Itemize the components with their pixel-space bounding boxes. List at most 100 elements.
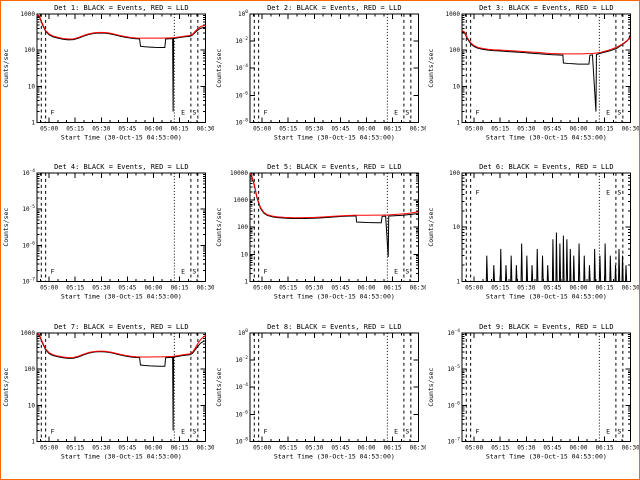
x-axis-title: Start Time (30-Oct-15 04:53:00) <box>274 133 395 141</box>
series-lld <box>249 173 419 219</box>
plot-box <box>36 172 207 283</box>
plot-box <box>249 332 419 442</box>
flag-letter-e: E <box>394 268 398 276</box>
y-tick-label: 10-6 <box>22 241 35 250</box>
series-lld <box>36 332 206 358</box>
y-tick-label: 10000 <box>230 170 248 177</box>
plot-box <box>249 172 419 283</box>
chart-det-3: Det 3: BLACK = Events, RED = LLD 1000 100 1… <box>427 4 639 141</box>
chart-det-4: Det 4: BLACK = Events, RED = LLD 10-4 10-5… <box>2 163 214 300</box>
x-tick-label: 05:15 <box>492 125 510 132</box>
x-tick-label: 06:15 <box>171 285 189 292</box>
y-tick-label: 10-4 <box>235 63 248 72</box>
x-tick-label: 05:30 <box>305 444 323 451</box>
series-events <box>36 333 206 431</box>
flag-letter-s: S <box>405 109 409 117</box>
y-tick-label: 100 <box>24 47 35 54</box>
x-tick-label: 05:15 <box>492 285 510 292</box>
flag-letter-e: E <box>606 109 610 117</box>
y-tick-label: 10-6 <box>448 400 461 409</box>
plot-box <box>249 13 419 123</box>
plot-box <box>36 332 207 442</box>
x-tick-label: 05:30 <box>305 285 323 292</box>
plot-title: Det 7: BLACK = Events, RED = LLD <box>54 323 188 331</box>
x-tick-label: 05:30 <box>92 285 110 292</box>
chart-det-2: Det 2: BLACK = Events, RED = LLD 100 10-2 1… <box>215 4 427 141</box>
plot-title: Det 5: BLACK = Events, RED = LLD <box>267 163 401 171</box>
x-tick-label: 05:45 <box>544 444 562 451</box>
plot-title: Det 3: BLACK = Events, RED = LLD <box>479 4 613 12</box>
flag-letter-f: F <box>263 109 267 117</box>
x-tick-label: 05:30 <box>518 285 536 292</box>
x-tick-label: 05:45 <box>331 285 349 292</box>
x-tick-label: 06:15 <box>171 125 189 132</box>
flag-letter-f: F <box>476 189 480 197</box>
y-tick-label: 100 <box>24 366 35 373</box>
x-axis-title: Start Time (30-Oct-15 04:53:00) <box>486 293 607 301</box>
y-tick-label: 10-7 <box>22 277 35 286</box>
x-tick-label: 06:15 <box>383 444 401 451</box>
y-tick-label: 10-4 <box>448 328 461 337</box>
x-tick-label: 06:00 <box>357 285 375 292</box>
x-axis-title: Start Time (30-Oct-15 04:53:00) <box>486 452 607 460</box>
flag-letter-e: E <box>394 427 398 435</box>
y-tick-label: 10-2 <box>235 355 248 364</box>
x-tick-label: 06:00 <box>570 285 588 292</box>
y-tick-label: 100 <box>449 47 460 54</box>
flag-letter-e: E <box>181 268 185 276</box>
y-tick-label: 100 <box>237 225 248 232</box>
y-tick-label: 100 <box>238 9 248 18</box>
y-axis-title: Counts/sec <box>215 367 223 406</box>
x-tick-label: 05:00 <box>40 444 58 451</box>
chart-det-8: Det 8: BLACK = Events, RED = LLD 100 10-2 1… <box>215 323 427 460</box>
x-tick-label: 05:15 <box>66 285 84 292</box>
flag-letter-e: E <box>606 189 610 197</box>
x-tick-label: 06:30 <box>622 125 639 132</box>
x-tick-label: 05:45 <box>544 285 562 292</box>
plot-box <box>461 332 632 442</box>
y-axis-title: Counts/sec <box>2 49 10 88</box>
series-events <box>249 174 419 258</box>
y-axis-title: Counts/sec <box>215 49 223 88</box>
y-tick-label: 10-5 <box>22 204 35 213</box>
series-lld <box>36 14 206 40</box>
x-tick-label: 06:15 <box>171 444 189 451</box>
x-tick-label: 05:00 <box>40 125 58 132</box>
x-axis-title: Start Time (30-Oct-15 04:53:00) <box>274 452 395 460</box>
flag-letter-e: E <box>394 109 398 117</box>
x-tick-label: 06:00 <box>570 444 588 451</box>
y-tick-label: 10-6 <box>235 90 248 99</box>
chart-det-1: Det 1: BLACK = Events, RED = LLD 1000 100 1… <box>2 4 214 141</box>
y-tick-label: 1 <box>457 119 461 126</box>
x-tick-label: 05:45 <box>118 444 136 451</box>
series-lld <box>462 30 632 55</box>
flag-letter-s: S <box>618 189 622 197</box>
x-tick-label: 06:00 <box>144 125 162 132</box>
x-tick-label: 06:00 <box>357 444 375 451</box>
x-tick-label: 05:00 <box>40 285 58 292</box>
x-tick-label: 06:00 <box>357 125 375 132</box>
flag-letter-s: S <box>405 427 409 435</box>
y-tick-label: 10-8 <box>235 117 248 126</box>
y-axis-title: Counts/sec <box>427 208 435 247</box>
x-tick-label: 05:45 <box>331 444 349 451</box>
plot-title: Det 6: BLACK = Events, RED = LLD <box>479 163 613 171</box>
x-tick-label: 05:45 <box>331 125 349 132</box>
x-tick-label: 05:00 <box>253 285 271 292</box>
x-tick-label: 06:30 <box>197 285 214 292</box>
x-tick-label: 05:45 <box>118 285 136 292</box>
flag-letter-e: E <box>181 109 185 117</box>
x-tick-label: 05:30 <box>92 125 110 132</box>
y-tick-label: 10-8 <box>235 436 248 445</box>
y-tick-label: 10-7 <box>448 436 461 445</box>
flag-letter-f: F <box>51 268 55 276</box>
y-tick-label: 10 <box>240 252 248 259</box>
x-tick-label: 05:00 <box>253 125 271 132</box>
x-tick-label: 05:30 <box>518 125 536 132</box>
flag-letter-f: F <box>51 427 55 435</box>
x-tick-label: 06:15 <box>596 444 614 451</box>
flag-letter-s: S <box>618 427 622 435</box>
plot-box <box>36 13 207 123</box>
x-tick-label: 05:15 <box>279 285 297 292</box>
x-tick-label: 06:30 <box>197 444 214 451</box>
